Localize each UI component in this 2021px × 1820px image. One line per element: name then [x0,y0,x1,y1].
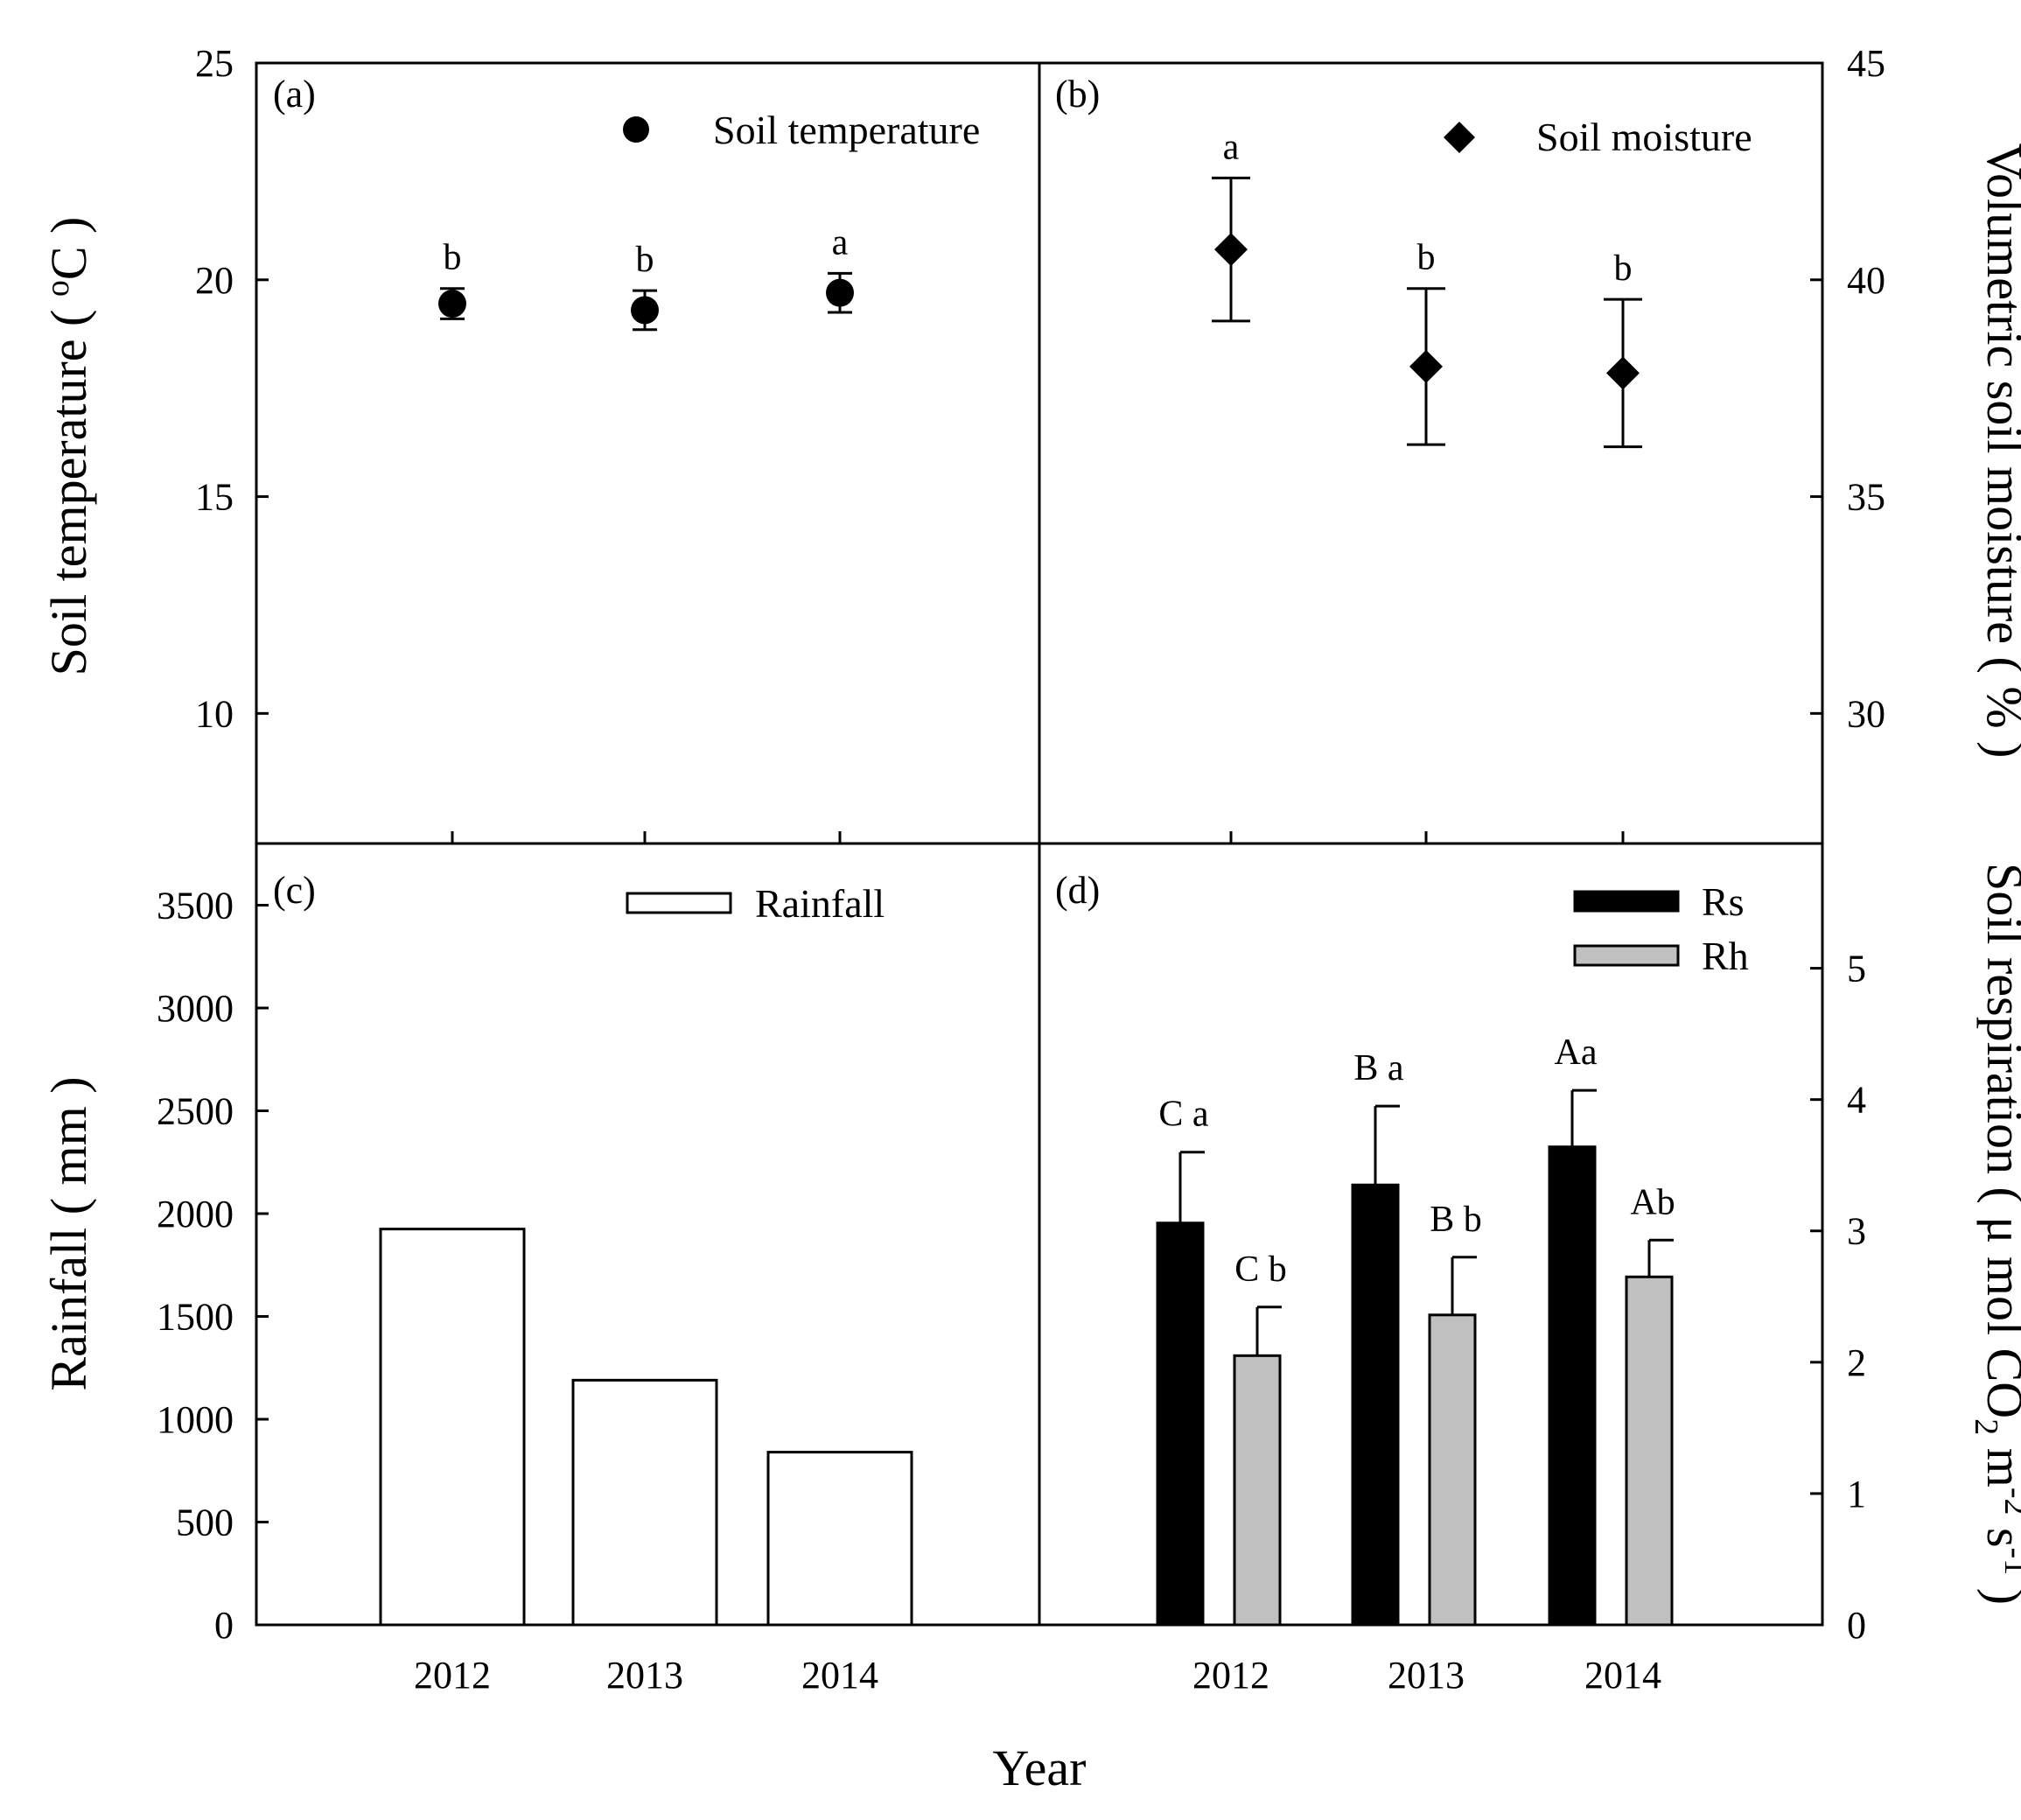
legend-soil-temperature-label: Soil temperature [713,108,980,152]
panel-label-a: (a) [273,73,316,116]
tick-label-d-x-2013: 2013 [1388,1654,1465,1697]
significance-rs-2014: Aa [1555,1032,1598,1073]
point-soil-temperature-2012 [438,290,466,318]
significance-rs-2012: C a [1158,1095,1209,1135]
tick-label-c-x-2013: 2013 [606,1654,683,1697]
legend-b: Soil moisture [1444,115,1752,159]
tick-label-b-y-35: 35 [1847,476,1885,519]
tick-label-d-y-1: 1 [1847,1473,1866,1516]
tick-label-d-y-5: 5 [1847,948,1866,990]
significance-b-2014: b [1614,248,1633,289]
tick-label-a-y-25: 25 [195,42,234,85]
significance-b-2012: a [1223,127,1240,167]
bar-rs-2012 [1156,1222,1205,1627]
tick-label-c-y-3500: 3500 [157,885,234,928]
tick-label-d-y-4: 4 [1847,1079,1866,1122]
bar-rh-2013 [1428,1313,1477,1627]
panel-label-d: (d) [1055,869,1100,912]
tick-label-c-y-2500: 2500 [157,1090,234,1133]
tick-label-c-y-1500: 1500 [157,1296,234,1339]
tick-label-a-y-15: 15 [195,476,234,519]
legend-d: Rs Rh [1573,879,1749,978]
y-axis-title-d-sup1: -2 [1997,1488,2021,1516]
legend-soil-temperature-marker [623,116,649,143]
tick-label-d-y-3: 3 [1847,1210,1866,1253]
legend-rh-swatch [1573,944,1680,967]
legend-soil-moisture-label: Soil moisture [1536,115,1752,159]
tick-label-c-y-3000: 3000 [157,987,234,1030]
y-axis-title-d-sup2: -1 [1997,1548,2021,1576]
legend-rainfall-label: Rainfall [755,881,885,926]
tick-label-d-x-2012: 2012 [1192,1654,1269,1697]
significance-b-2013: b [1417,238,1436,278]
y-axis-title-d-c: s [1976,1515,2021,1547]
significance-rh-2014: Ab [1630,1182,1675,1222]
y-axis-title-a-sup: o [39,280,76,297]
tick-label-c-y-0: 0 [214,1604,234,1647]
tick-label-a-y-10: 10 [195,692,234,735]
y-axis-title-rainfall: Rainfall ( mm ) [40,1076,97,1390]
legend-rs-swatch [1573,890,1680,913]
significance-rs-2013: B a [1353,1048,1404,1088]
tick-label-c-y-1000: 1000 [157,1398,234,1441]
tick-label-d-y-2: 2 [1847,1341,1866,1384]
point-soil-moisture-2014 [1606,356,1640,390]
point-soil-moisture-2012 [1214,233,1248,267]
tick-label-c-y-2000: 2000 [157,1193,234,1236]
significance-a-2012: b [444,238,462,278]
tick-label-b-y-40: 40 [1847,259,1885,302]
bar-rh-2012 [1233,1354,1282,1627]
significance-rh-2012: C b [1234,1250,1287,1290]
tick-label-c-y-500: 500 [176,1502,234,1544]
bar-rainfall-2013 [571,1378,718,1627]
legend-soil-moisture-marker [1444,122,1475,153]
bar-rs-2013 [1351,1183,1400,1627]
significance-rh-2013: B b [1430,1200,1482,1240]
y-axis-title-d-a: Soil respiration ( μ mol CO [1976,863,2021,1418]
legend-c: Rainfall [626,881,885,926]
tick-label-a-y-20: 20 [195,259,234,302]
legend-rh-label: Rh [1702,934,1749,978]
tick-label-b-y-45: 45 [1847,42,1885,85]
bar-rs-2014 [1548,1145,1597,1627]
bar-rh-2014 [1625,1275,1674,1627]
panel-label-c: (c) [273,869,316,912]
tick-label-d-x-2014: 2014 [1584,1654,1661,1697]
significance-a-2013: b [636,240,654,280]
y-axis-title-d-d: ) [1976,1575,2021,1605]
bar-rainfall-2012 [379,1228,526,1627]
y-axis-title-d-sub: 2 [1968,1418,2004,1435]
tick-label-c-x-2012: 2012 [414,1654,491,1697]
bar-rainfall-2014 [766,1451,913,1627]
significance-a-2014: a [832,222,849,262]
point-soil-temperature-2014 [826,278,854,307]
y-axis-title-a-tail: C ) [40,217,97,281]
legend-rainfall-swatch [626,892,732,914]
y-axis-title-d-b: m [1976,1435,2021,1488]
tick-label-b-y-30: 30 [1847,692,1885,735]
point-soil-temperature-2013 [631,296,659,325]
legend-rs-label: Rs [1702,879,1745,924]
panel-label-b: (b) [1055,73,1100,116]
y-axis-title-a-main: Soil temperature ( [40,297,97,676]
tick-label-c-x-2014: 2014 [801,1654,878,1697]
y-axis-title-soil-temperature: Soil temperature ( oC ) [39,217,97,676]
point-soil-moisture-2013 [1409,349,1443,383]
y-axis-title-soil-moisture: Volumetric soil moisture ( % ) [1976,144,2021,759]
legend-a: Soil temperature [623,108,980,152]
y-axis-title-soil-respiration: Soil respiration ( μ mol CO2 m-2 s-1 ) [1968,863,2021,1605]
x-axis-title-year: Year [993,1740,1087,1796]
tick-label-d-y-0: 0 [1847,1604,1866,1647]
